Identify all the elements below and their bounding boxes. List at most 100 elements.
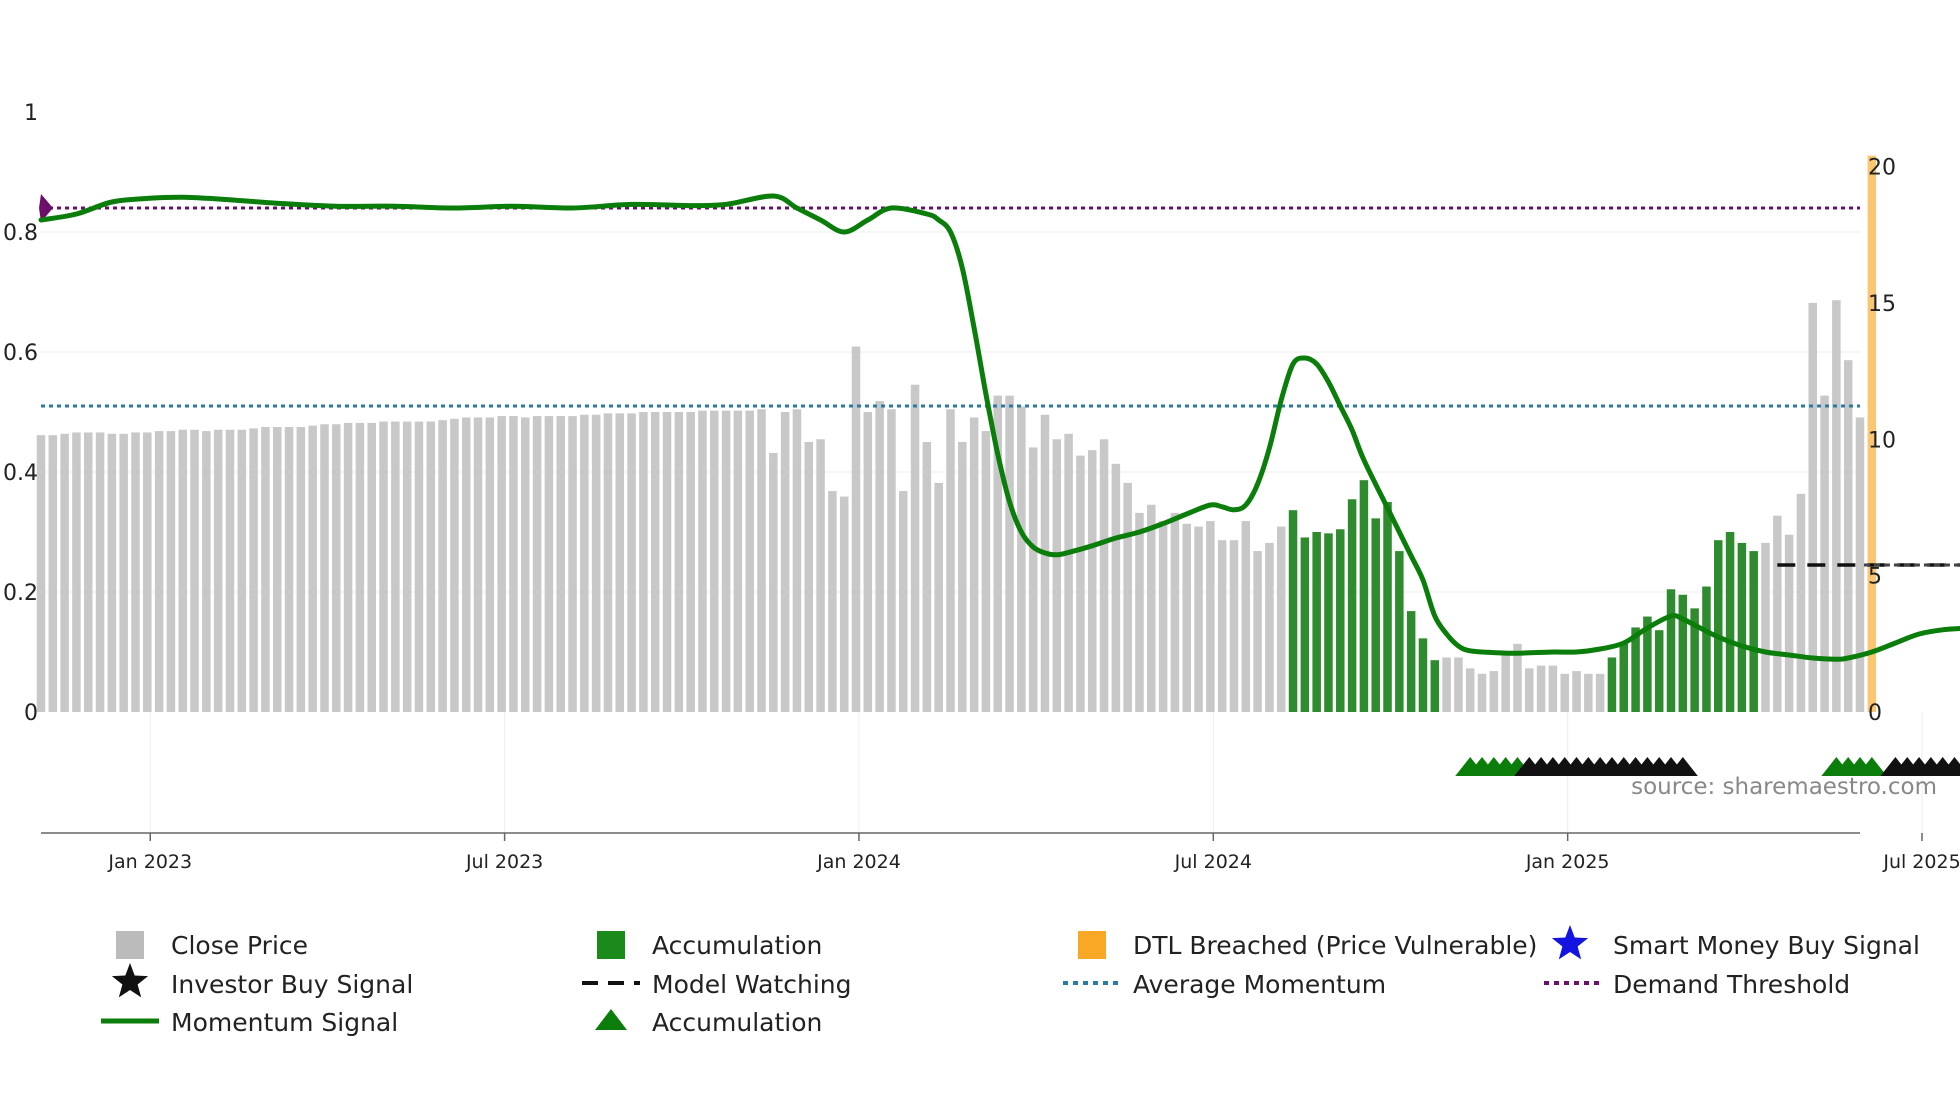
x-tick-label: Jul 2023 [465,851,543,873]
close-price-bar [556,416,565,712]
accumulation-bar [1359,480,1369,712]
close-price-bar [922,442,932,712]
x-tick-label: Jul 2024 [1174,851,1252,873]
close-price-bar [143,432,152,712]
close-price-bar [1501,652,1510,712]
accumulation-bar [1288,510,1298,712]
close-price-bar [1560,673,1569,712]
accumulation-bar [1702,586,1711,712]
accumulation-bar [1406,611,1416,712]
close-price-bar [946,409,955,712]
close-price-bar [1040,414,1050,712]
close-price-bar [391,421,400,712]
close-price-bar [95,432,105,712]
accumulation-bar [1336,529,1345,712]
legend-star-investor-icon [111,963,149,998]
close-price-bar [202,431,211,712]
close-price-bar [48,435,58,712]
x-tick-label: Jul 2025 [1882,851,1960,873]
legend-star-smart-money-icon [1551,925,1589,960]
momentum-signal-series [38,193,1960,662]
close-price-bar [119,433,128,712]
close-price-bar [1087,450,1097,712]
close-price-bar [1241,521,1251,712]
close-price-bar [1206,521,1215,712]
close-price-bar [1454,657,1463,712]
close-price-bar [591,414,601,712]
close-price-bar [887,409,896,712]
y-left-tick-label: 1 [24,101,38,126]
y-left-tick-label: 0.2 [3,581,38,606]
close-price-bar [1147,504,1156,712]
close-price-bar [450,418,459,712]
close-price-bar [1170,512,1180,712]
accumulation-triangle-green [1856,757,1887,776]
accumulation-bar [1430,660,1440,712]
demand-threshold-start-marker [39,194,53,222]
accumulation-bar [1300,537,1310,712]
close-price-bar [1135,512,1144,712]
close-price-bar [1761,542,1770,712]
close-price-bar [698,410,707,712]
close-price-bar [839,496,849,712]
accumulation-bar [1418,638,1428,712]
legend-label-smart-money: Smart Money Buy Signal [1613,931,1920,960]
close-price-bar [284,427,294,712]
close-price-bar [367,422,376,712]
close-price-bar [1182,523,1191,712]
close-price-bar [710,410,719,712]
close-price-bar [615,413,625,712]
close-price-bar [1489,671,1499,712]
close-price-bar [1536,665,1546,712]
close-price-bar [780,412,790,712]
close-price-bar [320,424,329,712]
close-price-bar [509,416,518,712]
accumulation-triangle-black [1939,757,1960,776]
close-price-bar [875,401,884,712]
close-price-bar [343,422,353,712]
close-price-bar [1253,551,1262,712]
close-price-bar [521,417,530,712]
accumulation-bar [1371,518,1380,712]
accumulation-bar [1666,589,1676,712]
close-price-bar [603,413,613,712]
close-price-bar [1265,542,1274,712]
accumulation-bar [1678,594,1688,712]
legend-label-demand-threshold: Demand Threshold [1613,970,1850,999]
close-price-bar [532,416,542,712]
momentum-signal-line [38,193,1960,662]
close-price-bar [910,384,920,712]
accumulation-bar [1631,627,1640,712]
legend-label-model-watching: Model Watching [652,970,852,999]
close-price-bar [981,431,991,712]
close-price-bar [1064,433,1073,712]
close-price-bar [355,422,365,712]
y-left-tick-label: 0 [24,701,38,726]
close-price-bar [674,412,684,712]
close-price-bar [1052,439,1062,712]
accumulation-bar [1383,502,1392,712]
close-price-bar [1843,360,1853,712]
close-price-bar [426,421,436,712]
close-price-bar [1005,395,1014,712]
y-right-tick-label: 0 [1868,701,1882,726]
close-price-bar [1595,673,1605,712]
close-price-bar [178,429,187,712]
close-price-bar [225,429,235,712]
reference-lines [39,194,1960,567]
close-price-bar [568,416,577,712]
y-left-tick-label: 0.6 [3,341,38,366]
accumulation-bar [1347,499,1357,712]
close-price-bar [332,424,341,712]
close-price-bar [686,412,695,712]
close-price-bar [308,425,317,712]
accumulation-bar [1690,608,1699,712]
close-price-bar [650,412,660,712]
close-price-bar [1525,668,1534,712]
close-price-bar [828,491,837,712]
close-price-bar [261,427,270,712]
close-price-bar [473,417,483,712]
close-price-bar [1017,406,1026,712]
close-price-bar [851,346,861,712]
